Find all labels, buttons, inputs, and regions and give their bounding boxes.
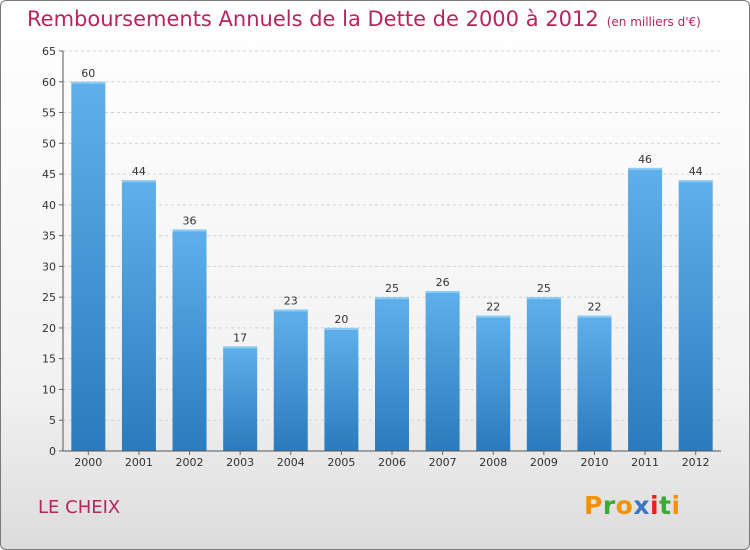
- x-tick-label: 2012: [682, 456, 710, 469]
- x-tick-label: 2010: [580, 456, 608, 469]
- bar-highlight: [577, 315, 612, 318]
- x-tick-label: 2005: [327, 456, 355, 469]
- bar: [223, 346, 258, 451]
- bar: [273, 309, 308, 451]
- y-tick-label: 45: [42, 168, 56, 181]
- bar-highlight: [273, 309, 308, 312]
- bar-highlight: [172, 229, 207, 232]
- commune-name: LE CHEIX: [38, 497, 121, 518]
- y-tick-label: 10: [42, 383, 56, 396]
- chart-title: Remboursements Annuels de la Dette de 20…: [27, 7, 701, 31]
- chart-title-text: Remboursements Annuels de la Dette de 20…: [27, 7, 599, 31]
- y-tick-label: 40: [42, 199, 56, 212]
- y-tick-label: 60: [42, 76, 56, 89]
- y-tick-label: 30: [42, 260, 56, 273]
- data-label: 26: [436, 276, 450, 289]
- axes: 0 5 10 15 20 25 30 35 40 45 50 55 60 65 2000 2001 2002 20…: [42, 45, 721, 469]
- y-tick-label: 15: [42, 353, 56, 366]
- logo-letter: i: [650, 491, 660, 520]
- bar-highlight: [223, 346, 258, 349]
- logo-letter: x: [633, 491, 650, 520]
- bar: [476, 315, 511, 451]
- x-tick-label: 2006: [378, 456, 406, 469]
- data-label: 44: [132, 165, 146, 178]
- bar-highlight: [425, 291, 460, 293]
- data-label: 17: [233, 331, 247, 344]
- bar-highlight: [324, 327, 359, 330]
- bar: [526, 297, 561, 451]
- x-tick-label: 2007: [429, 456, 457, 469]
- bar-highlight: [526, 297, 561, 300]
- data-label: 60: [81, 67, 95, 80]
- bar: [425, 291, 460, 451]
- x-tick-label: 2001: [125, 456, 153, 469]
- y-tick-label: 55: [42, 107, 56, 120]
- bar: [324, 327, 359, 451]
- bar-highlight: [628, 167, 663, 170]
- logo-letter: i: [671, 491, 681, 520]
- bar: [628, 167, 663, 451]
- x-tick-label: 2003: [226, 456, 254, 469]
- y-tick-label: 5: [49, 414, 56, 427]
- data-label: 25: [385, 282, 399, 295]
- bar-highlight: [375, 297, 409, 300]
- bar-highlight: [476, 315, 511, 318]
- data-label: 23: [284, 294, 298, 307]
- bar: [577, 315, 612, 451]
- logo-letter: r: [602, 491, 616, 520]
- bar: [172, 229, 207, 451]
- x-tick-label: 2009: [530, 456, 558, 469]
- chart-unit: (en milliers d'€): [606, 15, 701, 29]
- logo-letter: P: [584, 491, 603, 520]
- x-tick-label: 2000: [74, 456, 102, 469]
- data-label: 20: [334, 313, 348, 326]
- y-tick-label: 25: [42, 291, 56, 304]
- bar: [121, 180, 156, 451]
- y-tick-label: 35: [42, 230, 56, 243]
- y-tick-label: 20: [42, 322, 56, 335]
- data-label: 36: [183, 214, 197, 227]
- logo-letter: o: [615, 491, 634, 520]
- y-tick-label: 65: [42, 45, 56, 58]
- bar-highlight: [678, 180, 713, 183]
- bars: 60 44 36 17 23 20 25 26 22 25 22 46 44: [71, 67, 713, 452]
- x-tick-label: 2002: [176, 456, 204, 469]
- y-tick-label: 50: [42, 137, 56, 150]
- data-label: 25: [537, 282, 551, 295]
- bar: [375, 297, 409, 451]
- logo-letter: t: [659, 491, 672, 520]
- bar-highlight: [121, 180, 156, 183]
- bar-highlight: [71, 81, 106, 84]
- data-label: 22: [587, 301, 601, 314]
- y-tick-label: 0: [49, 445, 56, 458]
- bar: [678, 180, 713, 451]
- data-label: 44: [689, 165, 703, 178]
- x-tick-label: 2011: [631, 456, 659, 469]
- proxiti-logo: Proxiti: [584, 491, 681, 520]
- bar: [71, 81, 106, 452]
- x-tick-label: 2008: [479, 456, 507, 469]
- data-label: 46: [638, 153, 652, 166]
- data-label: 22: [486, 301, 500, 314]
- x-tick-label: 2004: [277, 456, 305, 469]
